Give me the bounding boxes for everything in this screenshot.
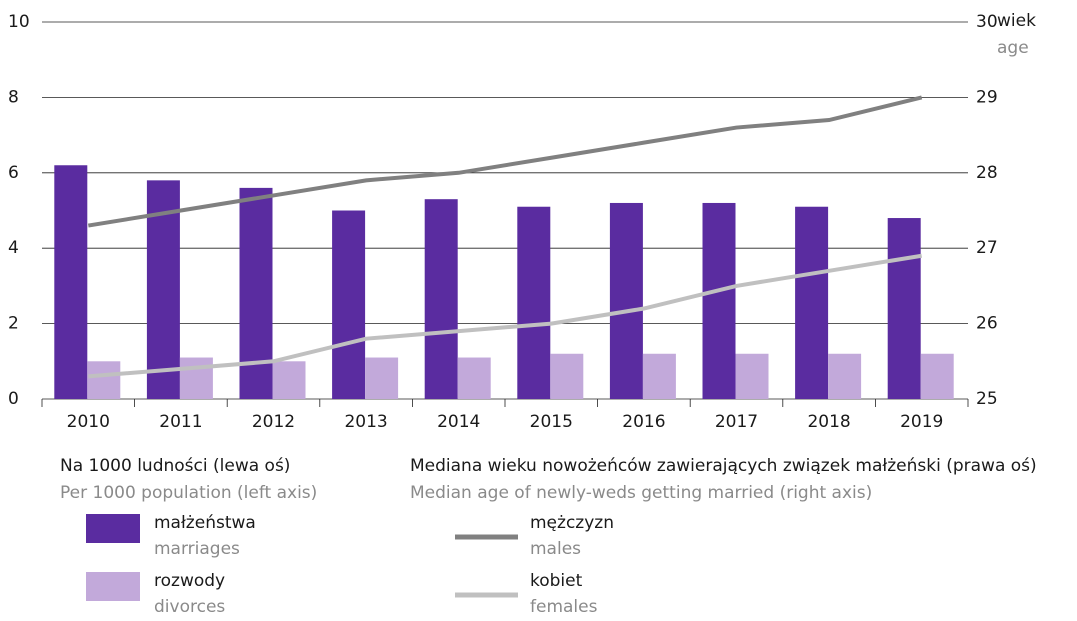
bar xyxy=(920,353,954,399)
legend-label: małżeństwa xyxy=(154,513,256,533)
x-tick-label: 2016 xyxy=(622,412,665,432)
line xyxy=(87,95,923,228)
bar xyxy=(365,357,399,399)
bar xyxy=(887,218,921,399)
legend-group-subtitle: Median age of newly-weds getting married… xyxy=(410,483,872,503)
legend-swatch xyxy=(86,514,140,543)
y2-tick-label: 29 xyxy=(976,87,998,107)
y-tick-label: 2 xyxy=(8,314,19,334)
y-tick-label: 0 xyxy=(8,389,19,409)
y-tick-label: 6 xyxy=(8,163,19,183)
x-tick-label: 2012 xyxy=(252,412,295,432)
y2-axis-title: wiek xyxy=(997,11,1036,31)
x-tick-label: 2010 xyxy=(67,412,110,432)
y-tick-label: 8 xyxy=(8,87,19,107)
bar xyxy=(87,361,121,399)
x-tick-label: 2011 xyxy=(159,412,202,432)
legend-label: mężczyzn xyxy=(530,513,614,533)
bar xyxy=(332,210,366,399)
legend-label: kobiet xyxy=(530,571,583,591)
bar xyxy=(517,206,551,399)
bar xyxy=(795,206,829,399)
legend-label: rozwody xyxy=(154,571,225,591)
bar xyxy=(735,353,769,399)
x-tick-label: 2014 xyxy=(437,412,480,432)
bar xyxy=(642,353,676,399)
bar xyxy=(179,357,213,399)
y2-tick-label: 30 xyxy=(976,12,998,32)
x-tick-label: 2019 xyxy=(900,412,943,432)
bar xyxy=(239,187,273,399)
x-tick-label: 2015 xyxy=(530,412,573,432)
y2-tick-label: 26 xyxy=(976,314,998,334)
bar xyxy=(424,199,458,399)
legend-label-en: males xyxy=(530,539,581,559)
y2-tick-label: 27 xyxy=(976,238,998,258)
y2-tick-label: 25 xyxy=(976,389,998,409)
legend-label-en: females xyxy=(530,597,598,617)
line xyxy=(88,253,923,379)
x-tick-label: 2013 xyxy=(344,412,387,432)
bar xyxy=(54,165,88,399)
x-tick-label: 2018 xyxy=(807,412,850,432)
bar xyxy=(272,361,306,399)
legend-swatch xyxy=(86,572,140,601)
y-tick-label: 4 xyxy=(8,238,19,258)
bar xyxy=(702,202,736,399)
bar xyxy=(550,353,584,399)
legend-group-title: Mediana wieku nowożeńców zawierających z… xyxy=(410,456,1037,476)
y2-axis-title-en: age xyxy=(997,38,1029,58)
x-tick-label: 2017 xyxy=(715,412,758,432)
legend-label-en: divorces xyxy=(154,597,225,617)
legend-label-en: marriages xyxy=(154,539,240,559)
legend-group-subtitle: Per 1000 population (left axis) xyxy=(60,483,317,503)
y2-tick-label: 28 xyxy=(976,163,998,183)
bar xyxy=(828,353,862,399)
bar xyxy=(609,202,643,399)
legend-group-title: Na 1000 ludności (lewa oś) xyxy=(60,456,290,476)
y-tick-label: 10 xyxy=(8,12,30,32)
bar xyxy=(457,357,491,399)
